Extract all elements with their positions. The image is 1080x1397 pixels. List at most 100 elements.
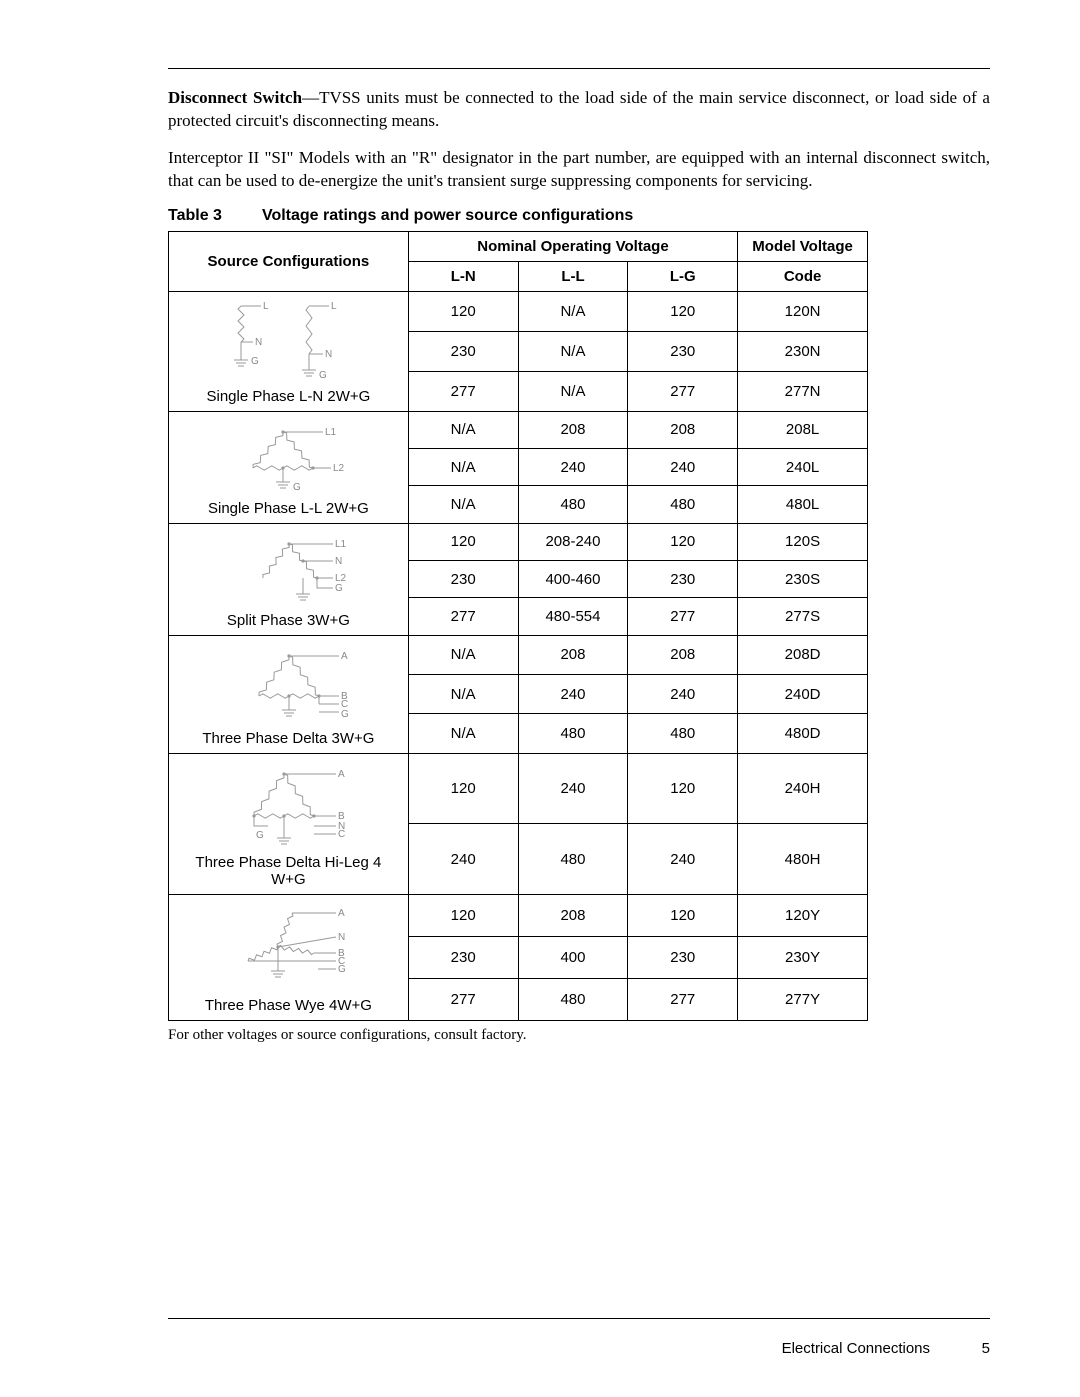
svg-text:L1: L1 xyxy=(335,539,347,550)
svg-text:G: G xyxy=(341,709,349,720)
top-rule xyxy=(168,68,990,69)
cell-ll: 480 xyxy=(518,486,628,523)
cell-ll: 240 xyxy=(518,449,628,486)
cell-ll: 480-554 xyxy=(518,598,628,635)
cell-ll: N/A xyxy=(518,331,628,371)
table-footnote: For other voltages or source configurati… xyxy=(168,1027,990,1044)
table-body: LNGLNGSingle Phase L-N 2W+G120N/A120120N… xyxy=(169,291,868,1020)
cell-lg: 230 xyxy=(628,936,738,978)
cell-code: 230S xyxy=(738,561,868,598)
table-title: Voltage ratings and power source configu… xyxy=(262,207,633,224)
cell-ln: N/A xyxy=(408,635,518,674)
source-config-label: Three Phase Delta 3W+G xyxy=(177,730,400,747)
svg-text:L: L xyxy=(331,301,337,312)
cell-lg: 230 xyxy=(628,331,738,371)
bottom-rule xyxy=(168,1318,990,1319)
cell-lg: 277 xyxy=(628,598,738,635)
cell-code: 480D xyxy=(738,714,868,753)
source-config-cell: LNGLNGSingle Phase L-N 2W+G xyxy=(169,291,409,411)
intro-paragraph-2: Interceptor II "SI" Models with an "R" d… xyxy=(168,147,990,193)
cell-code: 120Y xyxy=(738,894,868,936)
cell-ll: 208 xyxy=(518,411,628,448)
wiring-diagram-icon: LNGLNG xyxy=(177,298,400,384)
voltage-ratings-table: Source Configurations Nominal Operating … xyxy=(168,231,868,1021)
table-number: Table 3 xyxy=(168,207,222,224)
svg-text:G: G xyxy=(251,356,259,367)
source-config-cell: ABGNCThree Phase Delta Hi-Leg 4 W+G xyxy=(169,753,409,894)
source-config-label: Single Phase L-L 2W+G xyxy=(177,500,400,517)
cell-code: 230N xyxy=(738,331,868,371)
cell-code: 480H xyxy=(738,824,868,895)
cell-lg: 240 xyxy=(628,675,738,714)
table-caption: Table 3 Voltage ratings and power source … xyxy=(168,207,990,225)
table-row: ABGNCThree Phase Delta Hi-Leg 4 W+G12024… xyxy=(169,753,868,824)
cell-ln: 120 xyxy=(408,291,518,331)
svg-text:A: A xyxy=(338,908,345,919)
cell-ln: 230 xyxy=(408,561,518,598)
source-config-cell: L1NL2GSplit Phase 3W+G xyxy=(169,523,409,635)
cell-ln: 277 xyxy=(408,598,518,635)
cell-ln: N/A xyxy=(408,411,518,448)
cell-ln: N/A xyxy=(408,714,518,753)
intro-paragraph-1: Disconnect Switch—TVSS units must be con… xyxy=(168,87,990,133)
th-source-config: Source Configurations xyxy=(169,231,409,291)
page: Disconnect Switch—TVSS units must be con… xyxy=(0,0,1080,1397)
cell-lg: 120 xyxy=(628,523,738,560)
cell-lg: 277 xyxy=(628,978,738,1020)
cell-ln: 277 xyxy=(408,371,518,411)
wiring-diagram-icon: ANBCG xyxy=(177,901,400,993)
th-model-voltage: Model Voltage xyxy=(738,231,868,261)
th-ln: L-N xyxy=(408,261,518,291)
table-row: L1L2GSingle Phase L-L 2W+GN/A208208208L xyxy=(169,411,868,448)
cell-lg: 480 xyxy=(628,486,738,523)
source-config-label: Split Phase 3W+G xyxy=(177,612,400,629)
th-lg: L-G xyxy=(628,261,738,291)
cell-ln: 240 xyxy=(408,824,518,895)
svg-text:L1: L1 xyxy=(325,427,337,438)
cell-code: 277Y xyxy=(738,978,868,1020)
wiring-diagram-icon: L1L2G xyxy=(177,418,400,496)
cell-code: 120N xyxy=(738,291,868,331)
source-config-label: Three Phase Wye 4W+G xyxy=(177,997,400,1014)
disconnect-switch-label: Disconnect Switch xyxy=(168,88,302,107)
svg-text:A: A xyxy=(338,769,345,780)
wiring-diagram-icon: L1NL2G xyxy=(177,530,400,608)
th-nominal: Nominal Operating Voltage xyxy=(408,231,737,261)
svg-text:G: G xyxy=(293,482,301,493)
source-config-cell: ANBCG Three Phase Wye 4W+G xyxy=(169,894,409,1020)
cell-ln: 230 xyxy=(408,331,518,371)
cell-ll: N/A xyxy=(518,291,628,331)
cell-ln: N/A xyxy=(408,449,518,486)
th-ll: L-L xyxy=(518,261,628,291)
cell-code: 240L xyxy=(738,449,868,486)
cell-ll: N/A xyxy=(518,371,628,411)
cell-lg: 230 xyxy=(628,561,738,598)
cell-ll: 480 xyxy=(518,714,628,753)
svg-text:L: L xyxy=(263,301,269,312)
cell-code: 277N xyxy=(738,371,868,411)
page-footer: Electrical Connections5 xyxy=(782,1340,990,1357)
svg-text:G: G xyxy=(319,370,327,381)
cell-ll: 208 xyxy=(518,635,628,674)
cell-code: 277S xyxy=(738,598,868,635)
svg-text:G: G xyxy=(335,583,343,594)
cell-lg: 120 xyxy=(628,753,738,824)
cell-ln: 230 xyxy=(408,936,518,978)
source-config-label: Three Phase Delta Hi-Leg 4 W+G xyxy=(177,854,400,888)
svg-text:N: N xyxy=(255,337,262,348)
table-row: ABCGThree Phase Delta 3W+GN/A208208208D xyxy=(169,635,868,674)
svg-text:G: G xyxy=(338,964,346,975)
cell-code: 208D xyxy=(738,635,868,674)
footer-section: Electrical Connections xyxy=(782,1340,930,1357)
cell-code: 240D xyxy=(738,675,868,714)
cell-code: 480L xyxy=(738,486,868,523)
svg-text:N: N xyxy=(335,556,342,567)
wiring-diagram-icon: ABCG xyxy=(177,642,400,726)
cell-lg: 277 xyxy=(628,371,738,411)
cell-code: 230Y xyxy=(738,936,868,978)
cell-lg: 120 xyxy=(628,291,738,331)
svg-text:A: A xyxy=(341,651,348,662)
cell-ln: N/A xyxy=(408,675,518,714)
cell-ll: 208 xyxy=(518,894,628,936)
table-row: LNGLNGSingle Phase L-N 2W+G120N/A120120N xyxy=(169,291,868,331)
